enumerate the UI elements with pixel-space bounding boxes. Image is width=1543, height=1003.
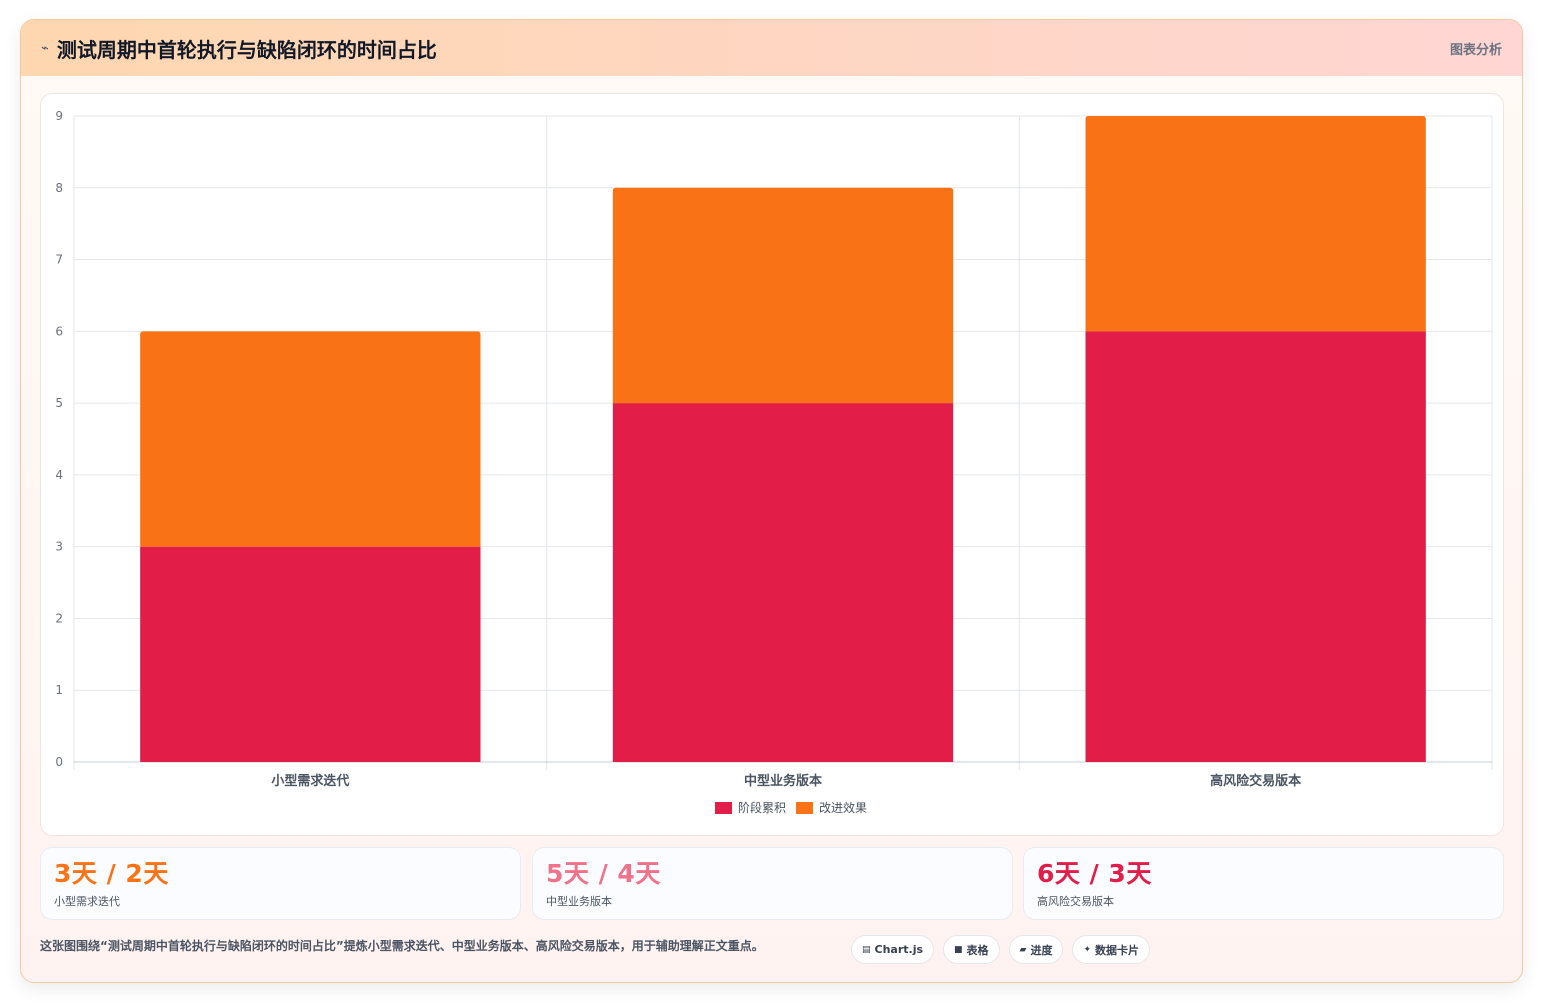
- y-tick-label: 1: [55, 683, 63, 697]
- pill-progress[interactable]: ▰ 进度: [1008, 935, 1064, 964]
- legend-swatch: [715, 802, 732, 814]
- legend-label: 改进效果: [819, 800, 867, 815]
- stat-card-small: 3天 / 2天 小型需求迭代: [40, 847, 521, 920]
- y-tick-label: 7: [55, 253, 63, 267]
- chart-analysis-tag: 图表分析: [1449, 43, 1502, 58]
- chart-card: ⌁ 测试周期中首轮执行与缺陷闭环的时间占比 图表分析 0 1 2 3 4 5 6 7 8 9 小型需…: [20, 19, 1523, 983]
- stat-label: 中型业务版本: [546, 895, 612, 908]
- bar-segment-阶段累积: [612, 403, 954, 762]
- legend-swatch: [796, 802, 813, 814]
- feature-pills: ▤ Chart.js ■ 表格 ▰ 进度 ✦ 数据卡片: [851, 935, 1151, 964]
- x-tick-label: 中型业务版本: [744, 773, 822, 789]
- chart-panel: 0 1 2 3 4 5 6 7 8 9 小型需求迭代 中型业务版本 高风险交易版本阶段累积 改进效果: [40, 93, 1504, 836]
- pill-table[interactable]: ■ 表格: [943, 935, 1000, 964]
- x-tick-label: 高风险交易版本: [1210, 773, 1301, 789]
- chart-icon: ▤: [862, 944, 871, 955]
- y-tick-label: 5: [55, 396, 63, 410]
- stat-value: 3天 / 2天: [54, 859, 169, 888]
- progress-icon: ▰: [1019, 944, 1027, 955]
- chart-caption: 这张图围绕“测试周期中首轮执行与缺陷闭环的时间占比”提炼小型需求迭代、中型业务版…: [40, 939, 764, 953]
- pill-label: 数据卡片: [1095, 943, 1140, 957]
- table-icon: ■: [954, 944, 963, 955]
- y-tick-label: 8: [55, 181, 63, 195]
- sparkle-icon: ✦: [1083, 944, 1092, 955]
- bar-segment-改进效果: [140, 331, 481, 547]
- bar-segment-阶段累积: [140, 546, 481, 762]
- pill-label: 表格: [966, 943, 989, 957]
- y-tick-label: 6: [55, 324, 63, 338]
- chart-title: 测试周期中首轮执行与缺陷闭环的时间占比: [56, 37, 437, 62]
- stat-label: 高风险交易版本: [1037, 895, 1114, 908]
- pill-label: Chart.js: [874, 943, 924, 956]
- pill-label: 进度: [1030, 943, 1053, 957]
- card-header: ⌁ 测试周期中首轮执行与缺陷闭环的时间占比 图表分析: [21, 20, 1522, 76]
- bar-segment-改进效果: [612, 187, 954, 404]
- y-tick-label: 9: [55, 109, 63, 123]
- trend-icon: ⌁: [41, 40, 49, 56]
- x-tick-label: 小型需求迭代: [271, 773, 349, 789]
- y-tick-label: 2: [55, 611, 63, 625]
- pill-chartjs[interactable]: ▤ Chart.js: [851, 935, 935, 964]
- pill-data-cards[interactable]: ✦ 数据卡片: [1072, 935, 1151, 964]
- stat-label: 小型需求迭代: [54, 895, 120, 908]
- bar-segment-阶段累积: [1085, 331, 1426, 762]
- stat-card-medium: 5天 / 4天 中型业务版本: [532, 847, 1013, 920]
- y-tick-label: 0: [55, 755, 63, 769]
- stat-value: 6天 / 3天: [1037, 859, 1152, 888]
- bar-segment-改进效果: [1085, 116, 1426, 332]
- y-tick-label: 4: [55, 468, 63, 482]
- stat-card-high-risk: 6天 / 3天 高风险交易版本: [1023, 847, 1504, 920]
- y-tick-label: 3: [55, 540, 63, 554]
- legend-label: 阶段累积: [738, 800, 786, 815]
- stat-value: 5天 / 4天: [546, 859, 661, 888]
